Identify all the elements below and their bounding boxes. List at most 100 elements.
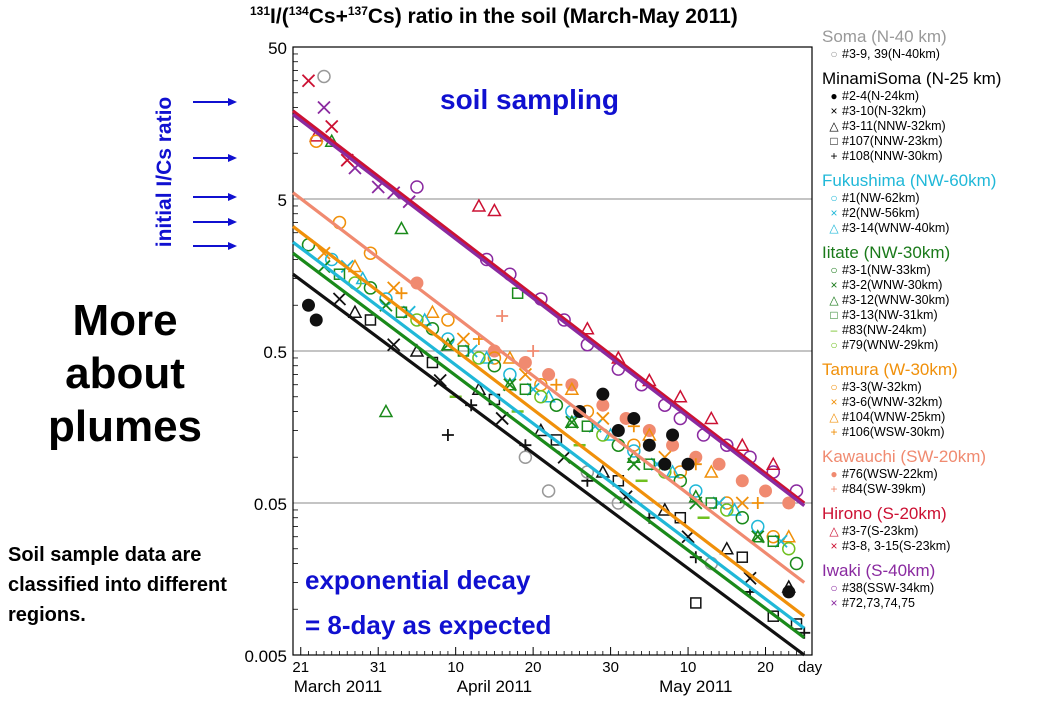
data-point-dot	[658, 457, 672, 471]
data-point-dot	[611, 423, 625, 437]
data-point-circle	[518, 450, 533, 464]
chart-title: 131I/(134Cs+137Cs) ratio in the soil (Ma…	[250, 4, 738, 29]
legend-marker-icon: △	[829, 293, 839, 307]
legend-entry-label: #3-14(WNW-40km)	[842, 221, 950, 235]
data-point-dot	[542, 368, 556, 382]
data-point-dot	[681, 457, 695, 471]
arrow-head	[228, 193, 237, 201]
data-point-x	[565, 415, 579, 429]
legend-entry: ○ #38(SSW-34km)	[822, 581, 1038, 596]
data-point-circle	[766, 529, 781, 544]
legend-group-title: Iwaki (S-40km)	[822, 561, 936, 580]
legend-group: Soma (N-40 km) ○ #3-9, 39(N-40km)	[822, 26, 1038, 62]
legend-marker-icon: ○	[830, 191, 838, 205]
legend-marker-icon: ×	[830, 395, 838, 409]
fit-line	[292, 109, 806, 505]
data-point-x	[681, 530, 695, 544]
legend-entry-label: #3-9, 39(N-40km)	[842, 47, 940, 61]
data-point-x	[317, 246, 331, 260]
soil-sampling-annotation: soil sampling	[440, 84, 619, 115]
legend-group: Iitate (NW-30km) ○ #3-1(NW-33km) × #3-2(WNW-…	[822, 242, 1038, 353]
legend-entry-label: #3-11(NNW-32km)	[842, 119, 946, 133]
fit-line	[292, 251, 806, 639]
data-point-dot	[782, 496, 796, 510]
legend-group: Kawauchi (SW-20km) ● #76(WSW-22km) + #84(SW-…	[822, 446, 1038, 497]
legend-entry: △ #104(WNW-25km)	[822, 410, 1038, 425]
legend-marker-icon: +	[830, 149, 838, 163]
title-part: I/(	[270, 5, 289, 28]
data-point-circle	[557, 313, 571, 327]
data-point-triangle	[704, 410, 719, 425]
data-point-circle	[410, 313, 424, 327]
legend-group: Tamura (W-30km) ○ #3-3(W-32km) × #3-6(WNW-32…	[822, 359, 1038, 440]
data-point-x	[301, 74, 316, 88]
legend-entry: × #3-2(WNW-30km)	[822, 278, 1038, 293]
data-point-circle	[673, 465, 688, 479]
legend-marker-icon: △	[829, 221, 839, 235]
legend-entry-label: #72,73,74,75	[842, 596, 915, 610]
data-point-circle	[735, 510, 750, 525]
legend-marker-icon: □	[830, 134, 838, 148]
legend-entry: △ #3-11(NNW-32km)	[822, 119, 1038, 134]
legend: Soma (N-40 km) ○ #3-9, 39(N-40km) MinamiSom…	[822, 26, 1038, 617]
legend-marker-icon: ○	[830, 380, 838, 394]
data-point-x	[735, 496, 749, 510]
legend-entry-label: #76(WSW-22km)	[842, 467, 938, 481]
arrow-head	[228, 218, 237, 226]
legend-marker-icon: ○	[830, 263, 838, 277]
data-point-triangle	[564, 381, 580, 396]
title-part: Cs+	[308, 5, 348, 28]
data-point-x	[456, 332, 471, 346]
data-point-plus	[496, 309, 509, 322]
legend-entry: + #84(SW-39km)	[822, 482, 1038, 497]
data-point-circle	[541, 484, 556, 498]
data-point-triangle	[781, 529, 797, 543]
legend-marker-icon: △	[829, 524, 839, 538]
legend-entry: ○ #3-3(W-32km)	[822, 380, 1038, 395]
data-point-square	[550, 434, 563, 446]
y-tick-label: 0.05	[254, 495, 287, 514]
legend-entry-label: #83(NW-24km)	[842, 323, 927, 337]
fit-line	[292, 113, 806, 507]
legend-group: MinamiSoma (N-25 km) ● #2-4(N-24km) × #3-10(…	[822, 68, 1038, 164]
data-point-x	[518, 367, 533, 382]
initial-ratio-label: initial I/Cs ratio	[153, 96, 176, 248]
legend-entry: × #3-6(WNW-32km)	[822, 395, 1038, 410]
x-tick-label: 10	[447, 659, 464, 676]
data-point-triangle	[425, 304, 440, 318]
data-point-x	[387, 338, 401, 352]
legend-marker-icon: △	[829, 410, 839, 424]
data-point-circle	[441, 313, 455, 327]
data-point-dot	[735, 474, 749, 488]
legend-marker-icon: □	[830, 308, 838, 322]
legend-entry: × #3-8, 3-15(S-23km)	[822, 539, 1038, 554]
legend-marker-icon: –	[830, 323, 838, 337]
plot-frame	[292, 46, 813, 656]
data-point-triangle	[541, 389, 556, 403]
data-point-triangle	[347, 258, 363, 273]
legend-entry-label: #3-1(NW-33km)	[842, 263, 931, 277]
legend-entry-label: #3-8, 3-15(S-23km)	[842, 539, 951, 553]
legend-entry: + #108(NNW-30km)	[822, 149, 1038, 164]
data-point-square	[364, 314, 377, 326]
decay-annotation-line2: = 8-day as expected	[305, 610, 552, 640]
x-month-label: April 2011	[457, 677, 532, 696]
fit-line	[292, 240, 806, 630]
plot-area: 50 5 0.5 0.05 0.005 21 31 10 20 30 10 20 day March 20…	[193, 39, 823, 696]
data-point-x	[332, 292, 347, 306]
x-tick-label: 21	[292, 659, 309, 676]
x-tick-label: 30	[602, 659, 619, 676]
x-tick-label: 20	[757, 659, 774, 676]
data-point-x	[627, 457, 641, 471]
data-point-square	[519, 383, 532, 396]
legend-entry-label: #3-12(WNW-30km)	[842, 293, 950, 307]
data-point-triangle	[673, 389, 688, 403]
data-point-x	[751, 530, 765, 544]
legend-entry: △ #3-14(WNW-40km)	[822, 221, 1038, 236]
data-point-square	[705, 497, 718, 509]
data-point-triangle	[347, 304, 363, 318]
data-point-plus	[395, 287, 408, 300]
data-point-triangle	[665, 464, 680, 478]
data-point-circle	[720, 438, 734, 452]
data-point-plus	[441, 429, 454, 442]
